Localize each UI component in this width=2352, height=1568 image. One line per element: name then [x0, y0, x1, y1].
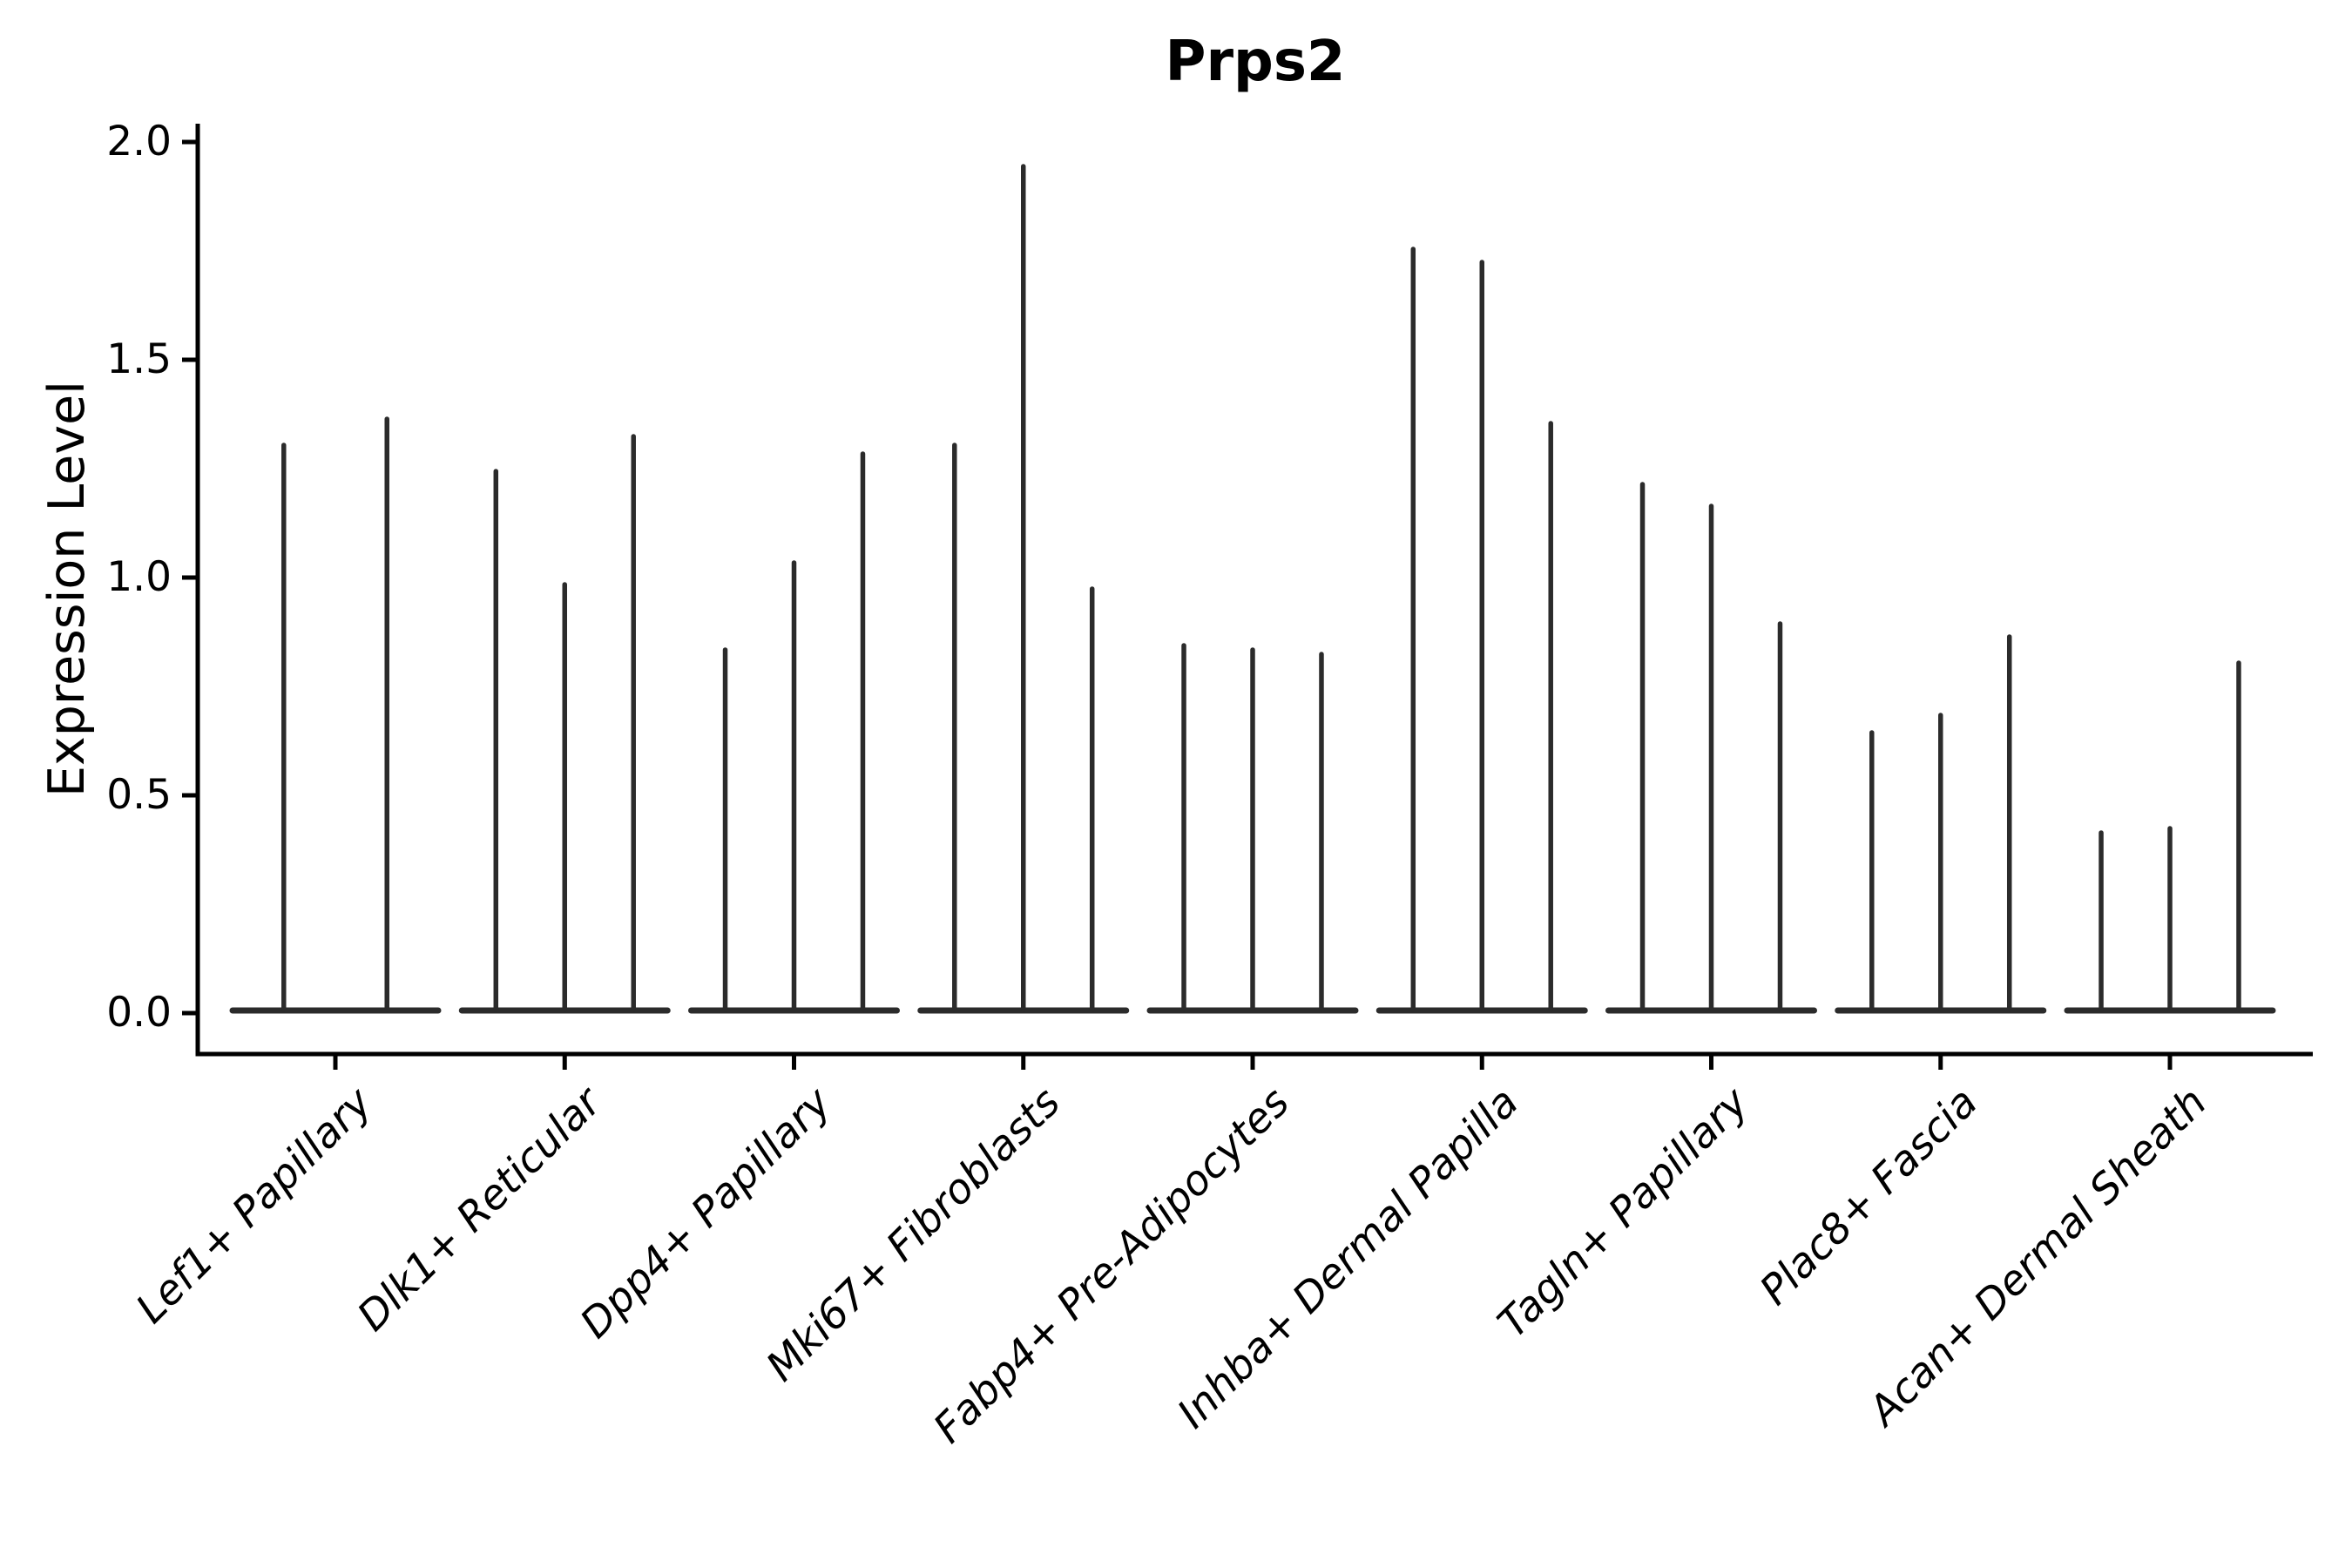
page-title: Prps2: [1165, 30, 1346, 94]
y-tick-label: 1.5: [106, 335, 172, 383]
y-tick-label: 0.0: [106, 989, 172, 1037]
y-tick-label: 0.5: [106, 771, 172, 819]
y-tick-label: 2.0: [106, 118, 172, 166]
y-tick-label: 1.0: [106, 553, 172, 601]
